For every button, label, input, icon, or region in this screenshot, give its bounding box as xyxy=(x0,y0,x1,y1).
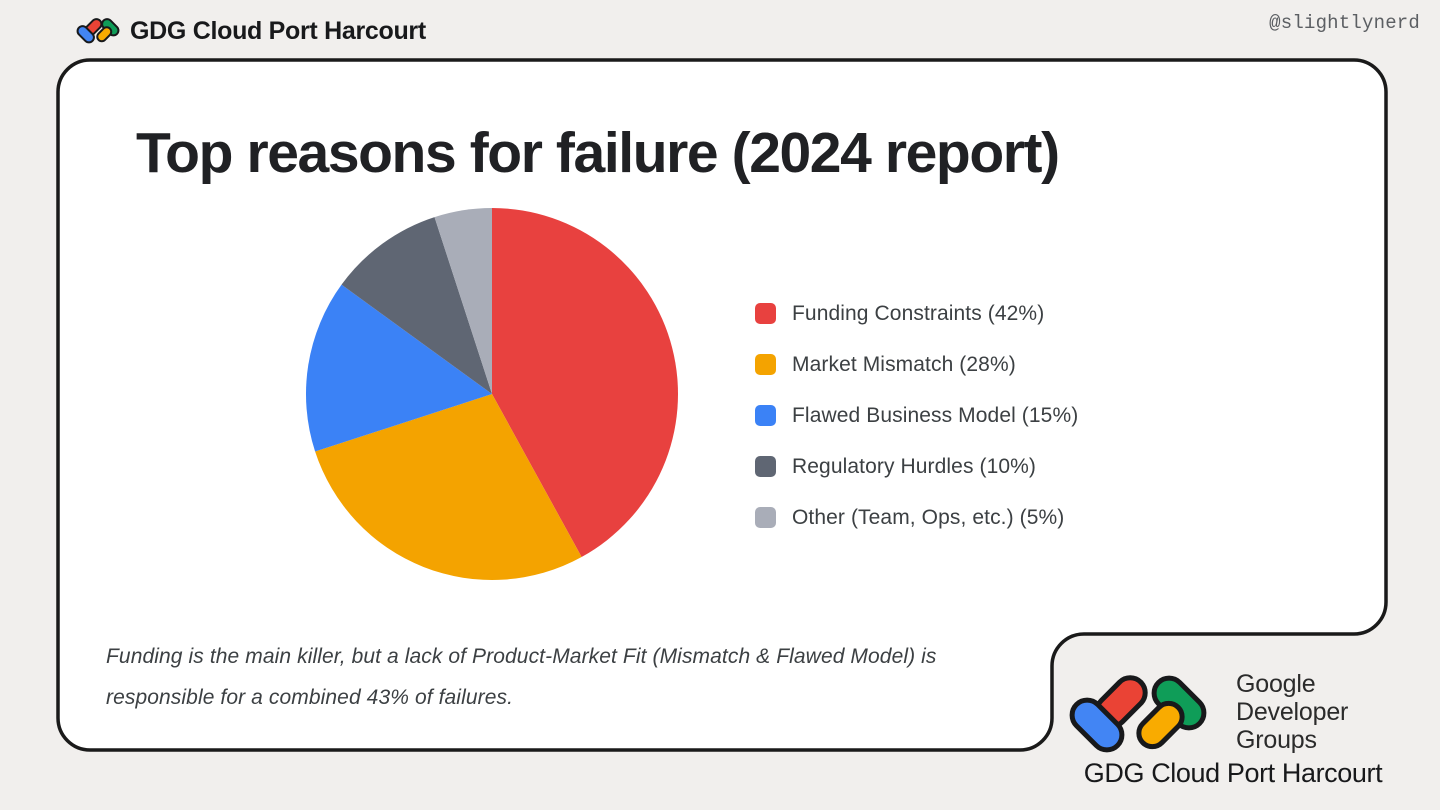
gdg-logo-icon xyxy=(76,18,120,44)
top-bar: GDG Cloud Port Harcourt @slightlynerd xyxy=(0,0,1440,60)
legend-item[interactable]: Flawed Business Model (15%) xyxy=(755,390,1175,441)
chart-legend: Funding Constraints (42%) Market Mismatc… xyxy=(755,288,1175,543)
footer-word-developer: Developer xyxy=(1236,698,1349,726)
legend-label-funding-constraints: Funding Constraints (42%) xyxy=(792,301,1045,325)
gdg-logo-icon xyxy=(1069,675,1207,753)
legend-swatch-other xyxy=(755,507,776,528)
legend-item[interactable]: Other (Team, Ops, etc.) (5%) xyxy=(755,492,1175,543)
footer-gdg-lockup: Google Developer Groups GDG Cloud Port H… xyxy=(1068,668,1398,796)
legend-swatch-funding-constraints xyxy=(755,303,776,324)
legend-item[interactable]: Funding Constraints (42%) xyxy=(755,288,1175,339)
legend-label-regulatory-hurdles: Regulatory Hurdles (10%) xyxy=(792,454,1037,478)
page-title: Top reasons for failure (2024 report) xyxy=(136,121,1060,185)
pie-slice[interactable] xyxy=(315,394,582,581)
legend-item[interactable]: Regulatory Hurdles (10%) xyxy=(755,441,1175,492)
footer-word-google: Google xyxy=(1236,670,1316,698)
pie-slice[interactable] xyxy=(492,208,678,557)
header-chapter-name: GDG Cloud Port Harcourt xyxy=(130,16,426,45)
legend-swatch-flawed-business-model xyxy=(755,405,776,426)
legend-label-other: Other (Team, Ops, etc.) (5%) xyxy=(792,505,1065,529)
chart-caption: Funding is the main killer, but a lack o… xyxy=(106,645,937,709)
pie-chart-svg xyxy=(305,208,678,581)
slide-card: Top reasons for failure (2024 report) Fu… xyxy=(56,58,1388,752)
legend-swatch-market-mismatch xyxy=(755,354,776,375)
pie-chart xyxy=(304,206,680,582)
legend-item[interactable]: Market Mismatch (28%) xyxy=(755,339,1175,390)
footer-chapter-name: GDG Cloud Port Harcourt xyxy=(1083,758,1383,788)
legend-label-flawed-business-model: Flawed Business Model (15%) xyxy=(792,403,1079,427)
author-handle: @slightlynerd xyxy=(1269,12,1420,34)
footer-word-groups: Groups xyxy=(1236,726,1317,754)
legend-swatch-regulatory-hurdles xyxy=(755,456,776,477)
footer-wordmark: Google Developer Groups xyxy=(1236,670,1348,754)
header-brand: GDG Cloud Port Harcourt xyxy=(76,16,426,46)
card-outline xyxy=(56,58,1388,752)
pie-slice[interactable] xyxy=(434,208,492,394)
pie-slice[interactable] xyxy=(341,217,492,394)
legend-label-market-mismatch: Market Mismatch (28%) xyxy=(792,352,1016,376)
pie-slice[interactable] xyxy=(305,284,492,452)
